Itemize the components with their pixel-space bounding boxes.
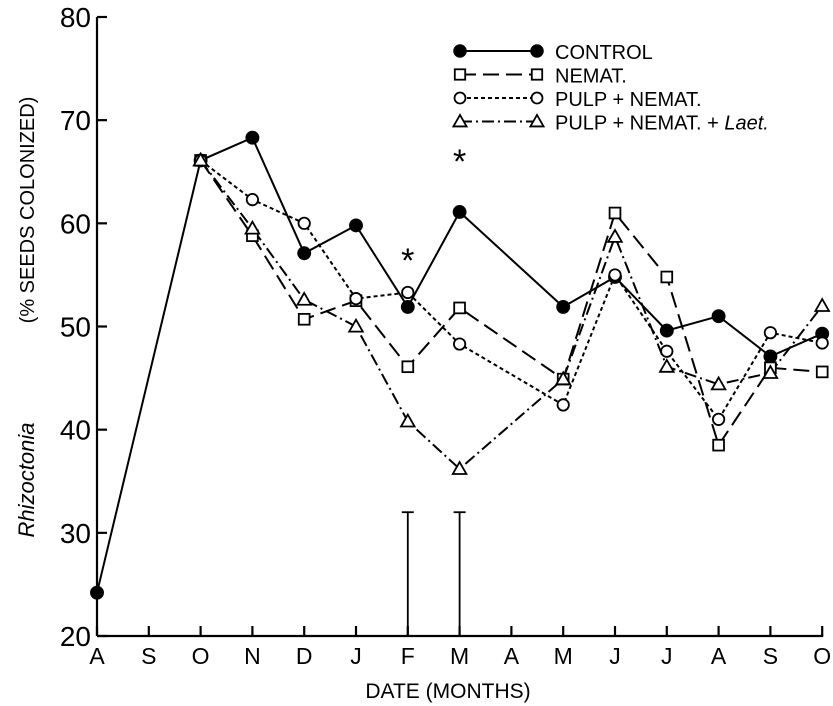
marker-filled-circle [659,323,674,338]
legend-label-1: NEMAT. [555,66,627,88]
axis-ticks: 20 30 40 50 60 70 80 A S O N D J F M A M J J A S O [60,2,831,669]
marker-open-circle [297,216,311,230]
x-tick-label: O [192,643,210,669]
legend-label-2: PULP + NEMAT. [555,89,702,111]
marker-open-triangle [813,297,831,312]
x-tick-label: F [401,643,415,669]
marker-open-circle [660,344,674,358]
marker-open-triangle [192,151,209,167]
marker-open-triangle [451,460,468,475]
x-tick-label: A [504,643,520,669]
x-tick-label: J [661,643,673,669]
x-tick-label: A [711,643,727,669]
y-tick-label: 70 [60,105,91,136]
x-tick-label: O [813,643,831,669]
legend-label-italic: Laet. [724,113,768,135]
marker-open-circle [349,292,363,306]
marker-open-circle [608,268,622,282]
series-markers [90,130,831,600]
marker-open-square [530,68,544,81]
marker-open-triangle [347,317,365,333]
marker-open-triangle [606,228,624,243]
marker-filled-circle [711,309,726,324]
marker-open-square [453,68,467,81]
marker-filled-circle [400,299,415,314]
marker-open-square [660,270,674,284]
y-axis-title-italic: Rhizoctonia [14,423,39,538]
marker-open-triangle [399,412,417,428]
marker-filled-circle [349,218,363,233]
marker-open-triangle [451,113,469,128]
series-line-1 [199,159,823,448]
x-tick-label: M [554,643,573,669]
marker-filled-circle [90,585,104,600]
marker-filled-circle [452,205,467,219]
x-tick-label: J [350,643,362,669]
marker-open-square [297,312,311,326]
series-line-2 [199,159,823,422]
significance-asterisk: * [453,143,466,181]
significance-annotations: ** [401,143,466,280]
marker-open-square [815,365,829,379]
series-line-3 [199,159,823,471]
y-tick-label: 40 [60,415,91,446]
x-axis-title: DATE (MONTHS) [365,680,530,703]
marker-open-triangle [658,358,676,373]
marker-open-triangle [762,364,779,379]
marker-open-circle [815,336,829,350]
legend-label-0: CONTROL [555,42,653,64]
marker-open-triangle [528,113,546,128]
marker-open-square [453,301,466,315]
y-tick-label: 80 [60,2,91,33]
marker-open-triangle [244,219,261,235]
y-tick-label: 30 [60,518,91,549]
x-tick-label: S [141,643,156,669]
marker-open-circle [763,326,778,340]
x-tick-label: S [763,643,778,669]
x-tick-label: A [89,643,105,669]
y-tick-label: 50 [60,312,91,343]
y-tick-label: 20 [60,621,91,652]
legend-label-3: PULP + NEMAT. + Laet. [555,113,769,135]
marker-open-triangle [295,291,313,306]
y-axis-title: (% SEEDS COLONIZED) [17,97,39,324]
marker-filled-circle [245,130,260,145]
marker-filled-circle [297,246,312,261]
marker-open-triangle [710,375,727,391]
marker-open-circle [401,285,415,300]
marker-open-circle [245,193,259,207]
x-tick-label: J [609,643,621,669]
marker-open-square [712,438,725,452]
marker-open-circle [452,337,467,351]
marker-filled-circle [453,44,467,58]
marker-filled-circle [530,44,544,58]
marker-open-circle [453,91,467,105]
marker-open-circle [711,412,726,426]
error-bars [401,511,466,636]
marker-filled-circle [556,299,571,314]
x-tick-label: D [296,643,313,669]
marker-open-square [401,360,415,374]
significance-asterisk: * [401,242,414,280]
x-tick-label: N [244,643,261,669]
marker-open-square [608,206,622,220]
y-tick-label: 60 [60,208,91,239]
marker-open-triangle [554,370,572,386]
x-tick-label: M [450,643,469,669]
marker-open-circle [530,91,544,105]
marker-open-circle [556,398,570,412]
marker-filled-circle [763,349,778,364]
